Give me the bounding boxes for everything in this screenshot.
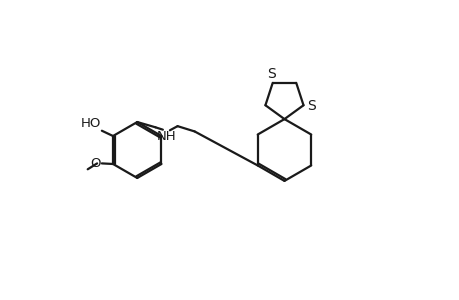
Text: HO: HO [80, 116, 101, 130]
Text: O: O [90, 157, 101, 170]
Text: NH: NH [156, 130, 176, 143]
Text: S: S [266, 67, 275, 80]
Text: S: S [306, 99, 315, 113]
